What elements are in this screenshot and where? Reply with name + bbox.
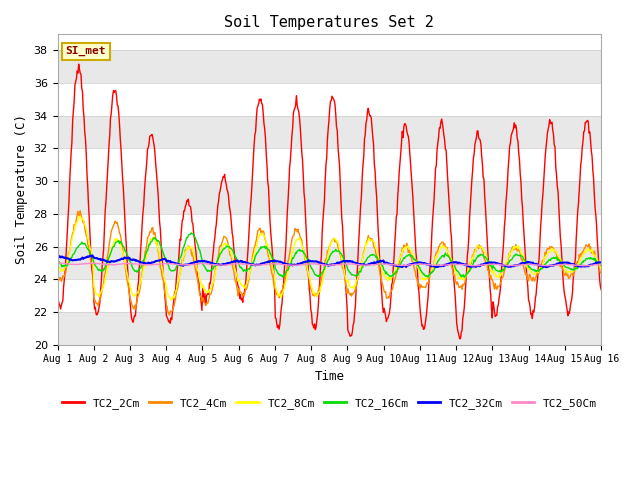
TC2_32Cm xyxy=(54,252,61,258)
TC2_4Cm xyxy=(205,297,212,302)
TC2_32Cm xyxy=(63,255,71,261)
Title: Soil Temperatures Set 2: Soil Temperatures Set 2 xyxy=(225,15,435,30)
TC2_50Cm xyxy=(204,261,211,267)
Y-axis label: Soil Temperature (C): Soil Temperature (C) xyxy=(15,114,28,264)
TC2_50Cm xyxy=(597,261,605,267)
Line: TC2_2Cm: TC2_2Cm xyxy=(58,64,601,339)
TC2_16Cm xyxy=(460,275,468,280)
TC2_50Cm xyxy=(175,262,182,267)
TC2_2Cm xyxy=(204,290,212,296)
Legend: TC2_2Cm, TC2_4Cm, TC2_8Cm, TC2_16Cm, TC2_32Cm, TC2_50Cm: TC2_2Cm, TC2_4Cm, TC2_8Cm, TC2_16Cm, TC2… xyxy=(58,394,601,414)
TC2_50Cm xyxy=(120,261,127,266)
Bar xyxy=(58,312,601,345)
TC2_16Cm xyxy=(63,263,71,269)
TC2_8Cm xyxy=(120,256,128,262)
TC2_8Cm xyxy=(597,266,605,272)
TC2_2Cm xyxy=(120,199,128,204)
Line: TC2_32Cm: TC2_32Cm xyxy=(58,255,601,267)
TC2_50Cm xyxy=(412,261,419,267)
TC2_4Cm xyxy=(63,261,71,266)
TC2_2Cm xyxy=(597,287,605,293)
Line: TC2_4Cm: TC2_4Cm xyxy=(58,211,601,315)
TC2_50Cm xyxy=(54,260,61,266)
TC2_8Cm xyxy=(205,289,212,295)
TC2_32Cm xyxy=(204,259,211,264)
Bar xyxy=(58,50,601,83)
TC2_16Cm xyxy=(204,268,212,274)
TC2_2Cm xyxy=(63,228,71,234)
TC2_8Cm xyxy=(76,213,84,219)
TC2_32Cm xyxy=(175,261,182,267)
Line: TC2_8Cm: TC2_8Cm xyxy=(58,216,601,300)
TC2_4Cm xyxy=(76,208,84,214)
Bar xyxy=(58,247,601,279)
TC2_4Cm xyxy=(597,270,605,276)
TC2_16Cm xyxy=(54,256,61,262)
TC2_4Cm xyxy=(413,275,420,281)
TC2_8Cm xyxy=(176,270,184,276)
TC2_8Cm xyxy=(63,259,71,264)
TC2_2Cm xyxy=(175,248,183,253)
TC2_50Cm xyxy=(63,261,71,267)
TC2_2Cm xyxy=(396,159,404,165)
TC2_16Cm xyxy=(120,243,127,249)
Line: TC2_16Cm: TC2_16Cm xyxy=(58,233,601,277)
TC2_2Cm xyxy=(75,61,83,67)
Line: TC2_50Cm: TC2_50Cm xyxy=(58,263,601,266)
TC2_4Cm xyxy=(397,252,404,257)
TC2_32Cm xyxy=(396,264,403,269)
X-axis label: Time: Time xyxy=(314,370,344,383)
TC2_32Cm xyxy=(597,259,605,265)
TC2_2Cm xyxy=(412,250,420,255)
TC2_2Cm xyxy=(54,285,61,291)
Text: SI_met: SI_met xyxy=(66,46,106,56)
Bar xyxy=(58,181,601,214)
TC2_4Cm xyxy=(54,273,61,279)
Bar xyxy=(58,116,601,148)
TC2_16Cm xyxy=(396,262,404,268)
TC2_32Cm xyxy=(120,256,127,262)
TC2_8Cm xyxy=(413,262,420,267)
TC2_16Cm xyxy=(597,263,605,269)
TC2_8Cm xyxy=(167,297,175,303)
TC2_4Cm xyxy=(166,312,173,318)
TC2_50Cm xyxy=(579,263,586,269)
TC2_2Cm xyxy=(456,336,463,342)
TC2_50Cm xyxy=(396,262,403,268)
TC2_4Cm xyxy=(120,256,128,262)
TC2_16Cm xyxy=(412,258,420,264)
TC2_4Cm xyxy=(176,271,184,276)
TC2_32Cm xyxy=(412,260,419,266)
TC2_32Cm xyxy=(542,264,550,270)
TC2_16Cm xyxy=(175,261,182,266)
TC2_8Cm xyxy=(54,263,61,268)
TC2_16Cm xyxy=(188,230,195,236)
TC2_8Cm xyxy=(397,253,404,259)
